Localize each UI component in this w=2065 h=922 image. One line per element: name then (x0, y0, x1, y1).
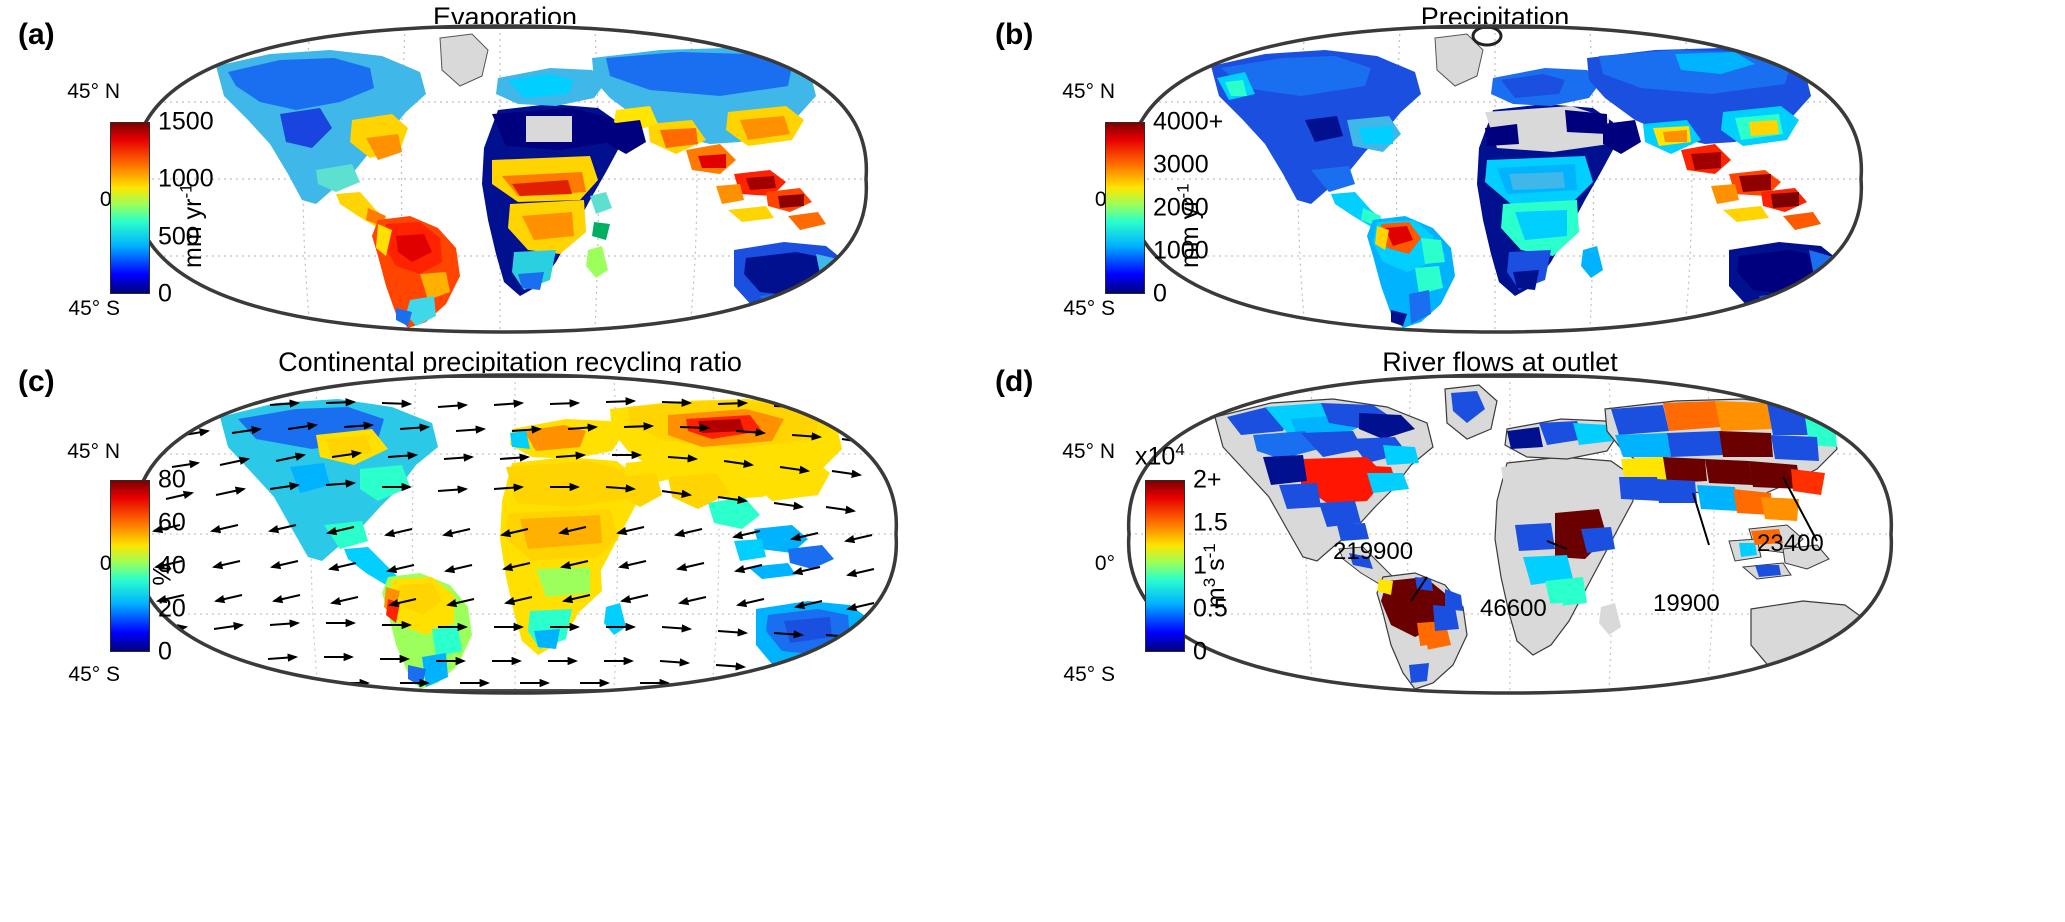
panel-b-map (1115, 24, 1875, 334)
panel-a-colorbar-tick-1000: 1000 (158, 164, 214, 193)
panel-a-colorbar-tick-1500: 1500 (158, 107, 214, 136)
panel-a-colorbar-unit: mm yr-1 (177, 183, 208, 268)
panel-c-colorbar-tick-60: 60 (158, 508, 186, 537)
panel-d-colorbar-tick-2: 2+ (1193, 465, 1222, 494)
panel-a-lat-45n: 45° N (67, 80, 120, 103)
panel-c-title: Continental precipitation recycling rati… (278, 347, 742, 377)
panel-d-lat-45s: 45° S (1063, 663, 1115, 686)
panel-d-colorbar-tick-0: 0 (1193, 637, 1207, 666)
panel-a-unit-exponent: -1 (176, 183, 196, 199)
panel-b-colorbar-unit: mm yr-1 (1174, 183, 1205, 268)
panel-a-colorbar-tick-500: 500 (158, 222, 200, 251)
panel-d-annotation-congo: 46600 (1480, 595, 1547, 622)
panel-d-annotation-amazon: 219900 (1333, 538, 1414, 565)
panel-c-colorbar-gradient (110, 480, 150, 652)
panel-b-colorbar-tick-1000: 1000 (1153, 236, 1209, 265)
panel-c-letter: (c) (18, 365, 55, 398)
panel-d-unit2-exponent: -1 (1199, 543, 1219, 559)
panel-a-map (120, 24, 880, 334)
panel-c-colorbar-tick-0: 0 (158, 637, 172, 666)
panel-c-colorbar-tick-40: 40 (158, 551, 186, 580)
panel-b-unit-text: mm yr (1175, 198, 1204, 268)
panel-b-colorbar-tick-2000: 2000 (1153, 193, 1209, 222)
panel-c-map (120, 373, 910, 695)
panel-d: (d) River flows at outlet 45° N 0° 45° S (995, 345, 2065, 922)
panel-d-multiplier-text: x10 (1135, 442, 1176, 471)
panel-a-unit-text: mm yr (178, 198, 207, 268)
panel-d-colorbar-gradient (1145, 480, 1185, 652)
panel-a-colorbar-tick-0: 0 (158, 279, 172, 308)
panel-a-lat-0: 0° (20, 188, 120, 212)
panel-a-colorbar-gradient (110, 122, 150, 294)
panel-c-lat-45s: 45° S (68, 663, 120, 686)
panel-d-unit-exponent: 3 (1199, 577, 1219, 588)
panel-b-colorbar-gradient (1105, 122, 1145, 294)
panel-d-colorbar-tick-1: 1 (1193, 551, 1207, 580)
panel-d-colorbar: 2+ 1.5 1 0.5 0 (1145, 466, 1228, 666)
panel-d-colorbar-tick-1-5: 1.5 (1193, 508, 1228, 537)
panel-b-unit-exponent: -1 (1173, 183, 1193, 199)
panel-d-colorbar-unit: m3 s-1 (1200, 543, 1231, 608)
panel-b-lat-45n: 45° N (1062, 80, 1115, 103)
panel-d-title: River flows at outlet (1382, 347, 1618, 377)
panel-c: (c) Continental precipitation recycling … (0, 345, 1010, 922)
panel-b-colorbar: 4000+ 3000 2000 1000 0 (1105, 108, 1223, 308)
panel-b: (b) Precipitation 45° N 0° 45° S (995, 0, 2065, 345)
panel-b-letter: (b) (995, 18, 1034, 51)
panel-c-lat-0: 0° (20, 552, 120, 576)
panel-d-annotation-yangtze: 23400 (1757, 530, 1824, 557)
panel-b-colorbar-tick-4000: 4000+ (1153, 107, 1224, 136)
panel-c-colorbar-unit: % (148, 563, 177, 586)
panel-c-lat-45n: 45° N (67, 440, 120, 463)
panel-b-colorbar-tick-3000: 3000 (1153, 150, 1209, 179)
panel-b-colorbar-tick-0: 0 (1153, 279, 1167, 308)
panel-a-letter: (a) (18, 18, 55, 51)
panel-d-unit2-text: s (1202, 558, 1231, 578)
panel-a: (a) Evaporation 45° N 0° 45° S (0, 0, 1010, 345)
panel-d-unit-text: m (1202, 587, 1231, 609)
panel-d-map (1115, 373, 1905, 695)
panel-d-colorbar-tick-0-5: 0.5 (1193, 594, 1228, 623)
panel-d-multiplier-exponent: 4 (1175, 440, 1185, 459)
panel-c-colorbar-tick-80: 80 (158, 465, 186, 494)
panel-d-lat-45n: 45° N (1062, 440, 1115, 463)
panel-b-lat-0: 0° (1015, 188, 1115, 212)
panel-d-colorbar-multiplier: x104 (1135, 440, 1185, 471)
panel-d-annotation-ganges: 19900 (1653, 590, 1720, 617)
panel-c-colorbar: 80 60 40 20 0 (110, 466, 186, 666)
panel-a-lat-45s: 45° S (68, 297, 120, 320)
panel-b-lat-45s: 45° S (1063, 297, 1115, 320)
panel-d-letter: (d) (995, 365, 1034, 398)
panel-c-colorbar-tick-20: 20 (158, 594, 186, 623)
panel-d-lat-0: 0° (1094, 552, 1115, 575)
panel-a-colorbar: 1500 1000 500 0 (110, 108, 214, 308)
